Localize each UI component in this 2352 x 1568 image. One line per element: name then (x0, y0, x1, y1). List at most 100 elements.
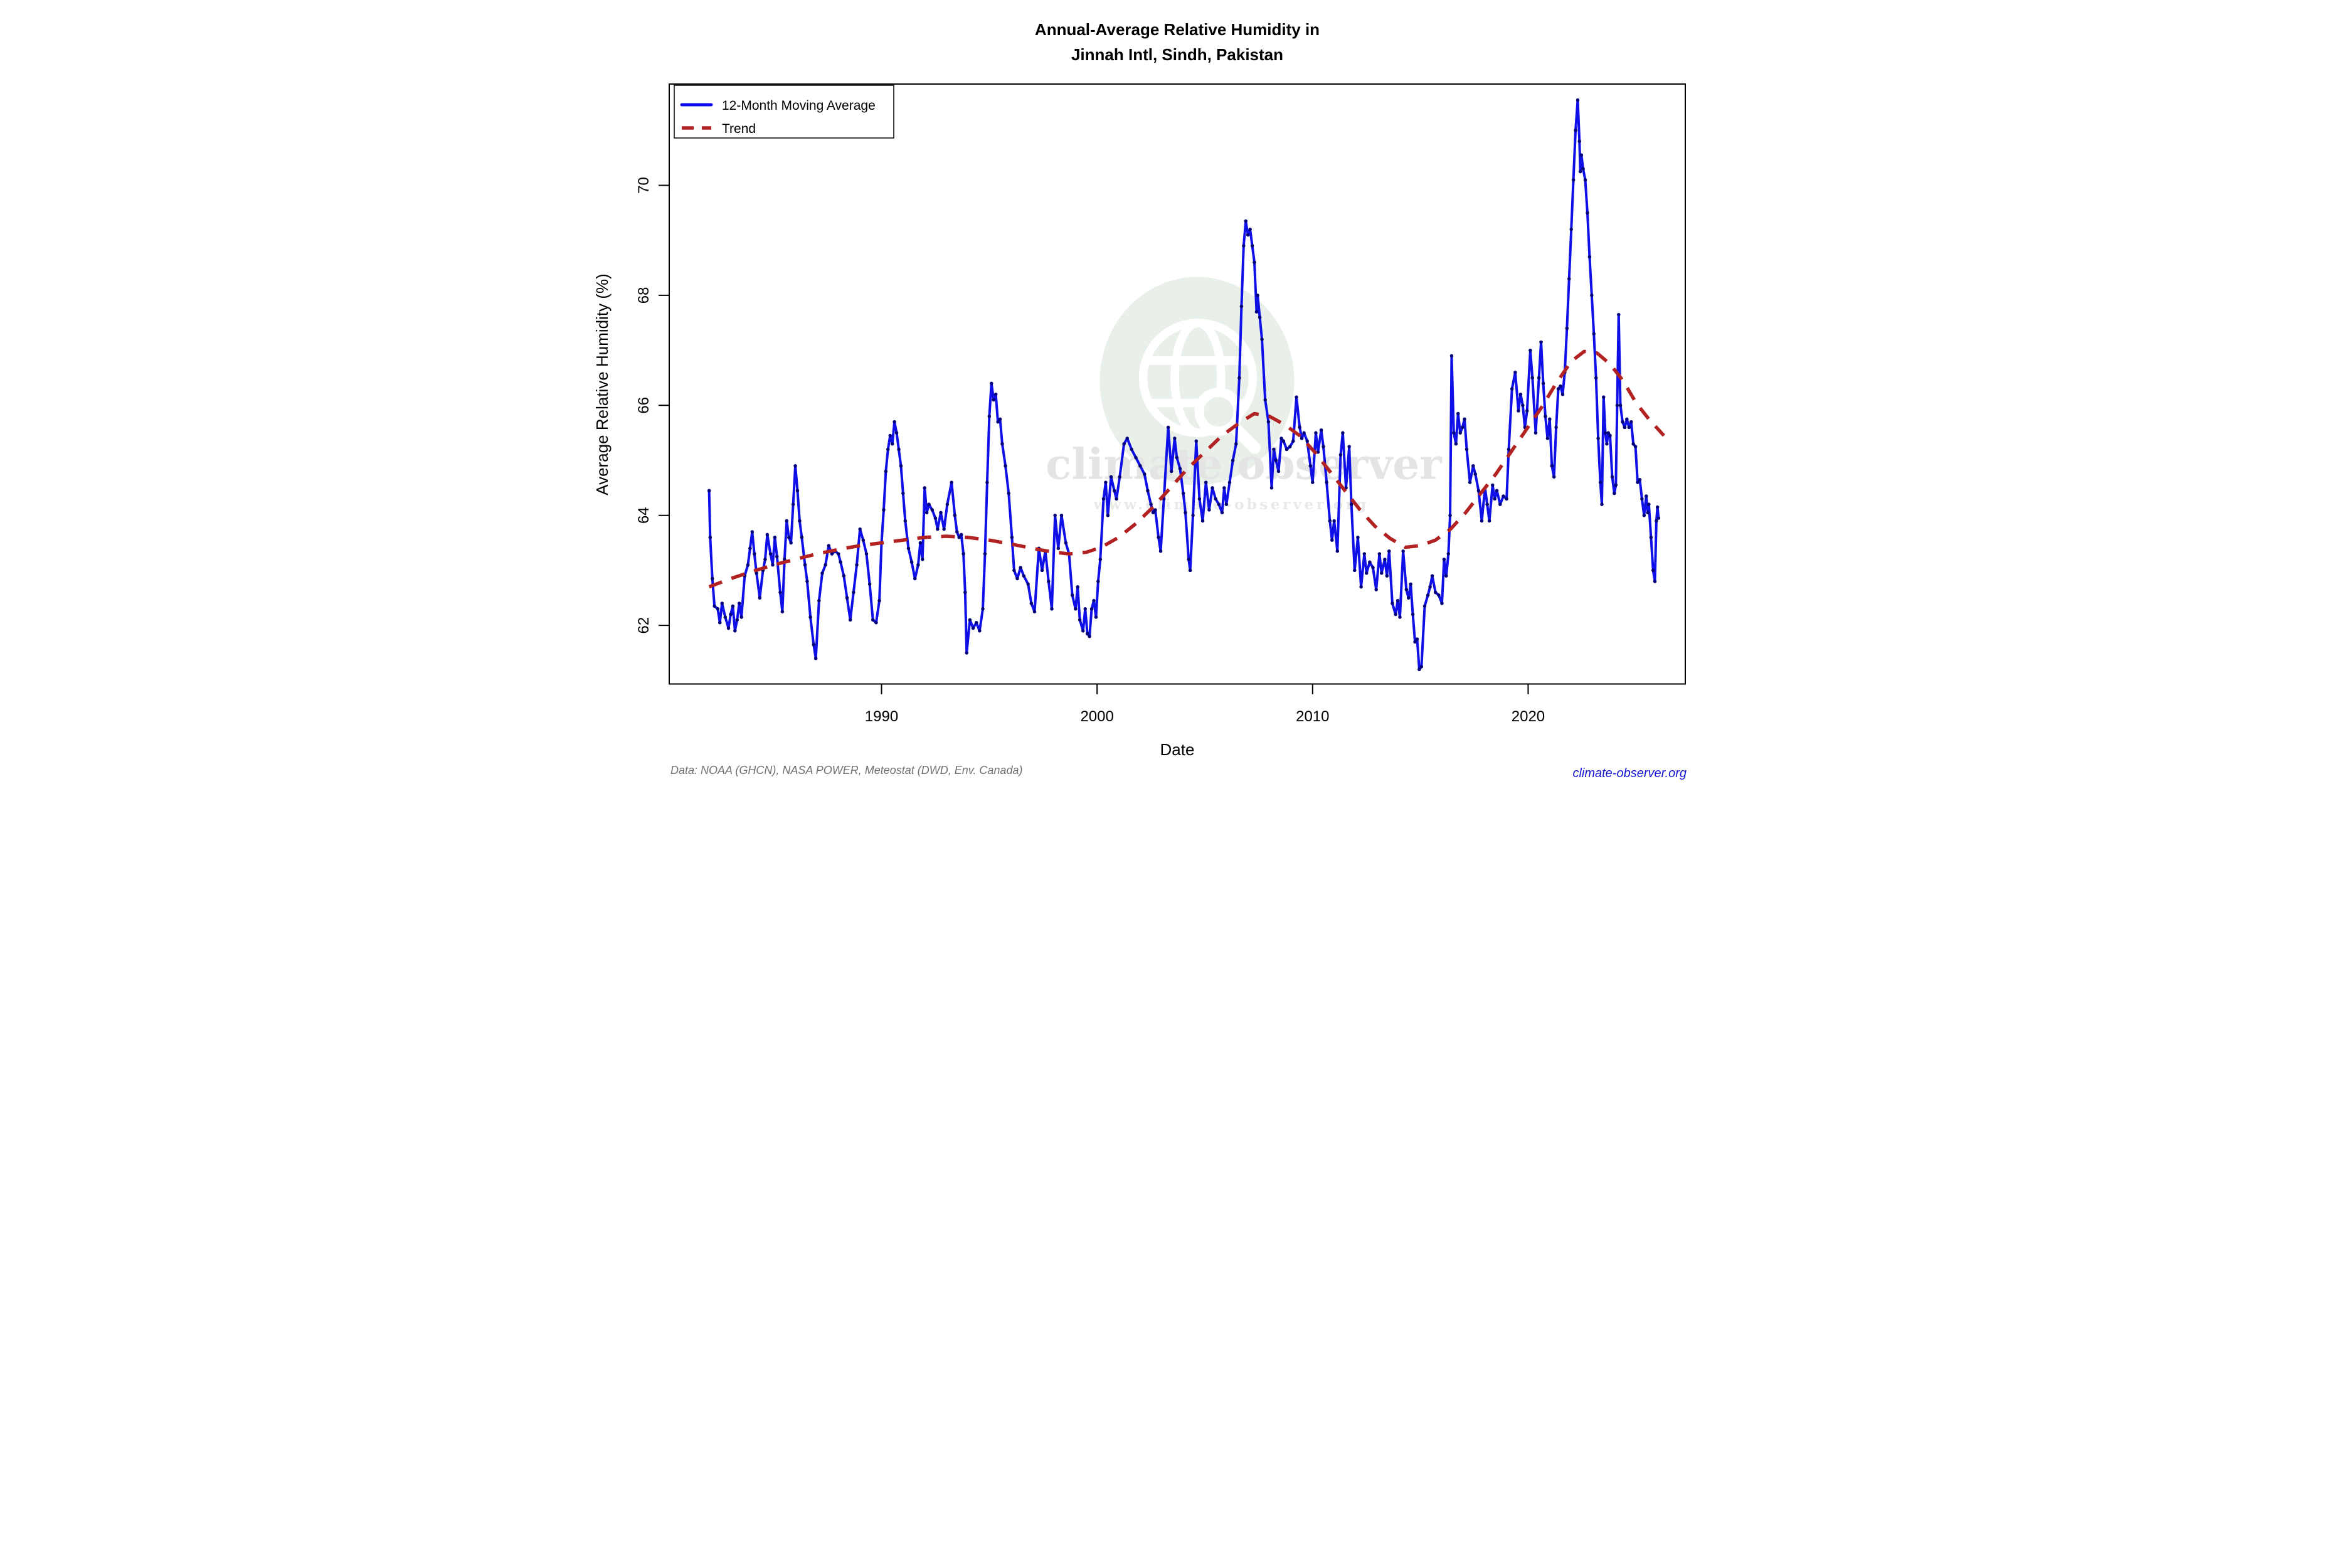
data-point (1263, 398, 1267, 402)
data-point (971, 626, 975, 630)
data-point (1655, 505, 1659, 509)
data-point (1291, 439, 1295, 443)
data-point (933, 516, 937, 520)
data-point (886, 447, 890, 452)
data-point (1181, 491, 1185, 495)
data-point (1598, 480, 1602, 484)
data-point (1390, 601, 1394, 605)
data-point (1352, 568, 1357, 573)
humidity-chart: climate observer www.climate-observer.or… (588, 0, 1764, 784)
y-tick-label: 64 (635, 507, 652, 524)
data-point (1246, 233, 1249, 237)
data-point (793, 464, 797, 468)
data-point (1310, 480, 1315, 484)
data-point (845, 596, 849, 600)
data-point (1401, 549, 1405, 553)
chart-title-line1: Annual-Average Relative Humidity in (1034, 20, 1319, 39)
data-point (985, 480, 989, 484)
data-point (1449, 354, 1453, 358)
data-point (1492, 497, 1496, 501)
data-point (731, 604, 734, 608)
data-point (1644, 494, 1648, 498)
data-point (1075, 585, 1079, 589)
data-point (1359, 585, 1363, 589)
data-point (1129, 447, 1133, 452)
data-point (1194, 439, 1198, 443)
data-point (1592, 332, 1596, 336)
data-point (1056, 546, 1060, 551)
data-point (1204, 480, 1207, 484)
data-point (765, 532, 769, 537)
data-point (884, 469, 887, 474)
data-point (1255, 294, 1259, 297)
data-point (1560, 393, 1564, 396)
data-point (1087, 634, 1091, 638)
data-point (788, 541, 793, 545)
data-point (1624, 417, 1629, 421)
data-point (1547, 417, 1552, 421)
data-point (916, 563, 920, 567)
data-point (1096, 580, 1100, 583)
data-point (770, 563, 775, 567)
data-point (1408, 582, 1412, 586)
site-link[interactable]: climate-observer.org (1572, 766, 1687, 780)
data-point (1615, 403, 1619, 408)
data-point (1653, 580, 1656, 583)
data-point (1172, 437, 1177, 440)
data-point (1604, 442, 1609, 446)
data-point (1103, 480, 1108, 484)
data-point (1098, 558, 1102, 561)
data-point (1362, 552, 1366, 556)
data-point (1114, 497, 1118, 501)
watermark: climate observer www.climate-observer.or… (1046, 277, 1443, 513)
data-point (842, 574, 845, 578)
data-point (874, 620, 878, 625)
data-point (1338, 453, 1342, 457)
data-point (1197, 497, 1201, 501)
data-point (1078, 618, 1081, 622)
data-point (1543, 415, 1547, 418)
data-point (1364, 571, 1368, 575)
data-point (1442, 558, 1446, 561)
data-point (906, 546, 910, 551)
data-point (1451, 431, 1456, 435)
data-point (1049, 607, 1054, 611)
data-point (1166, 425, 1170, 430)
data-point (1623, 425, 1626, 430)
data-point (830, 552, 834, 556)
data-point (1300, 437, 1303, 440)
data-point (1510, 387, 1513, 391)
data-point (1012, 568, 1016, 573)
data-point (1541, 381, 1545, 385)
data-point (1112, 489, 1116, 492)
data-point (983, 552, 987, 556)
data-point (851, 590, 856, 595)
data-point (1217, 502, 1221, 506)
data-point (1281, 439, 1285, 443)
data-point (1428, 585, 1432, 589)
data-point (1324, 480, 1328, 484)
data-point (1234, 442, 1238, 446)
data-point (1412, 640, 1417, 644)
data-point (1419, 665, 1423, 669)
data-point (1153, 508, 1157, 512)
data-source-note: Data: NOAA (GHCN), NASA POWER, Meteostat… (670, 764, 1022, 776)
y-axis-label: Average Relative Humidity (%) (593, 273, 612, 495)
data-point (1436, 593, 1441, 597)
data-point (1367, 560, 1372, 564)
data-point (961, 552, 965, 556)
y-tick-label: 66 (635, 397, 652, 414)
data-point (1587, 255, 1591, 259)
data-point (805, 580, 809, 583)
data-point (1335, 549, 1339, 553)
data-point (1355, 536, 1360, 539)
data-point (1603, 431, 1607, 435)
data-point (909, 560, 913, 564)
data-point (955, 530, 959, 534)
data-point (1148, 502, 1153, 506)
data-point (1638, 477, 1641, 482)
data-point (1220, 511, 1224, 515)
data-point (1654, 519, 1658, 523)
data-point (1485, 502, 1489, 506)
data-point (1259, 337, 1264, 341)
